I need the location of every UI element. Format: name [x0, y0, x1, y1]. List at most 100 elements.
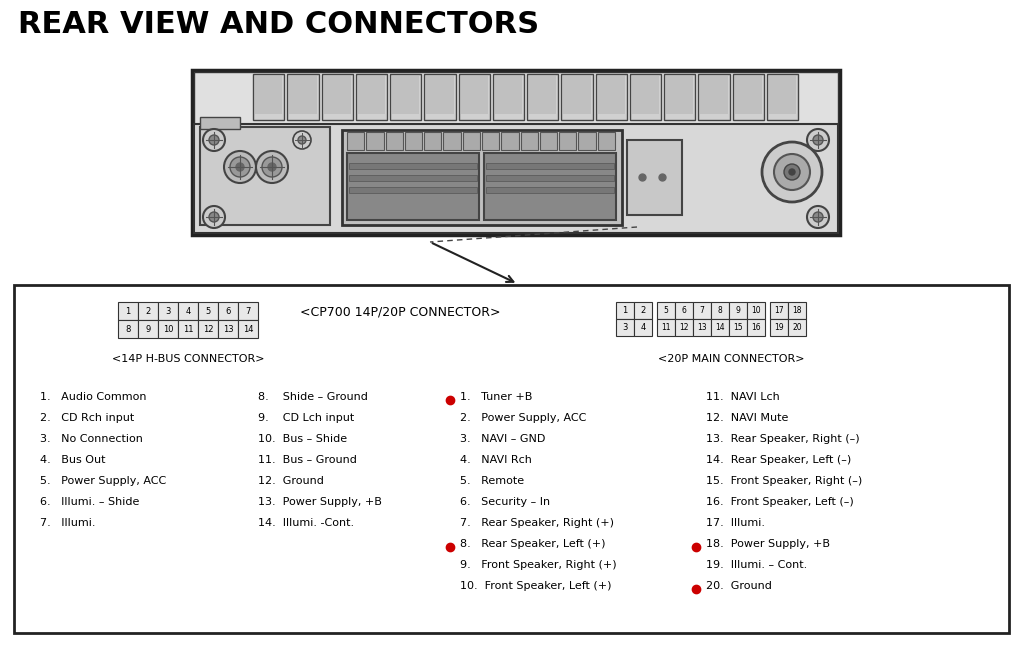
Bar	[788, 319, 806, 336]
Circle shape	[256, 151, 288, 183]
Text: 6: 6	[682, 306, 686, 315]
Text: 4: 4	[185, 306, 190, 315]
Bar	[563, 76, 591, 114]
Text: 18: 18	[793, 306, 802, 315]
Bar	[357, 76, 385, 114]
Text: 10.  Front Speaker, Left (+): 10. Front Speaker, Left (+)	[460, 581, 611, 591]
Bar	[493, 74, 524, 120]
Text: 17: 17	[774, 306, 783, 315]
Bar	[675, 319, 693, 336]
Circle shape	[774, 154, 810, 190]
Bar	[218, 320, 238, 338]
Bar	[502, 132, 518, 150]
Bar	[198, 320, 218, 338]
Bar	[729, 319, 746, 336]
Bar	[238, 320, 258, 338]
Text: 10.  Bus – Shide: 10. Bus – Shide	[258, 434, 347, 444]
Bar	[495, 76, 522, 114]
Bar	[632, 76, 659, 114]
Text: 9: 9	[735, 306, 740, 315]
Bar	[443, 132, 461, 150]
Bar	[616, 302, 634, 319]
Bar	[138, 320, 158, 338]
Bar	[158, 302, 178, 320]
Bar	[386, 132, 402, 150]
Text: 13: 13	[697, 323, 707, 332]
Text: 7.   Rear Speaker, Right (+): 7. Rear Speaker, Right (+)	[460, 518, 614, 528]
Bar	[559, 132, 577, 150]
Bar	[424, 74, 456, 120]
Bar	[118, 320, 138, 338]
Bar	[711, 319, 729, 336]
Circle shape	[298, 136, 306, 144]
Text: 8: 8	[125, 325, 131, 334]
Text: 17.  Illumi.: 17. Illumi.	[706, 518, 765, 528]
Text: 12: 12	[203, 325, 213, 334]
Bar	[657, 319, 675, 336]
Text: 7: 7	[699, 306, 705, 315]
Bar	[198, 302, 218, 320]
Text: 1: 1	[623, 306, 628, 315]
Bar	[527, 74, 558, 120]
Text: 14: 14	[243, 325, 253, 334]
Bar	[347, 153, 479, 220]
Circle shape	[209, 135, 219, 145]
Bar	[253, 74, 285, 120]
Text: 13: 13	[222, 325, 233, 334]
Bar	[769, 76, 796, 114]
Circle shape	[236, 163, 244, 171]
Bar	[194, 124, 838, 233]
Bar	[459, 74, 489, 120]
Text: 11.  Bus – Ground: 11. Bus – Ground	[258, 455, 357, 465]
Bar	[675, 302, 693, 319]
Text: 15: 15	[733, 323, 742, 332]
Text: 10: 10	[752, 306, 761, 315]
Text: 2: 2	[640, 306, 645, 315]
Bar	[520, 132, 538, 150]
Bar	[596, 74, 627, 120]
Circle shape	[268, 163, 276, 171]
Text: <20P MAIN CONNECTOR>: <20P MAIN CONNECTOR>	[657, 354, 804, 364]
Bar	[634, 302, 652, 319]
Text: 7: 7	[246, 306, 251, 315]
Text: 1: 1	[125, 306, 131, 315]
Bar	[729, 302, 746, 319]
Text: 3.   NAVI – GND: 3. NAVI – GND	[460, 434, 546, 444]
Bar	[486, 175, 614, 181]
Bar	[693, 302, 711, 319]
Bar	[288, 74, 318, 120]
Circle shape	[807, 129, 829, 151]
Bar	[561, 74, 593, 120]
Bar	[630, 74, 662, 120]
Bar	[634, 319, 652, 336]
Bar	[616, 319, 634, 336]
Text: 19: 19	[774, 323, 783, 332]
Text: 16: 16	[752, 323, 761, 332]
Text: 16.  Front Speaker, Left (–): 16. Front Speaker, Left (–)	[706, 497, 854, 507]
Text: 12.  NAVI Mute: 12. NAVI Mute	[706, 413, 788, 423]
Bar	[342, 130, 622, 225]
Bar	[486, 187, 614, 193]
Bar	[138, 302, 158, 320]
Text: 20.  Ground: 20. Ground	[706, 581, 772, 591]
Bar	[426, 76, 454, 114]
Circle shape	[203, 206, 225, 228]
Circle shape	[813, 212, 823, 222]
Bar	[194, 72, 838, 124]
Text: 6: 6	[225, 306, 230, 315]
Bar	[218, 302, 238, 320]
Bar	[627, 140, 682, 215]
Text: <CP700 14P/20P CONNECTOR>: <CP700 14P/20P CONNECTOR>	[300, 306, 501, 319]
Bar	[158, 320, 178, 338]
Text: 4: 4	[640, 323, 645, 332]
Text: 12.  Ground: 12. Ground	[258, 476, 324, 486]
Bar	[734, 76, 762, 114]
Bar	[349, 163, 477, 169]
Bar	[390, 74, 421, 120]
Text: 13.  Power Supply, +B: 13. Power Supply, +B	[258, 497, 382, 507]
Text: 20: 20	[793, 323, 802, 332]
Text: 3: 3	[165, 306, 171, 315]
Bar	[392, 76, 419, 114]
Bar	[529, 76, 556, 114]
Text: 7.   Illumi.: 7. Illumi.	[40, 518, 95, 528]
